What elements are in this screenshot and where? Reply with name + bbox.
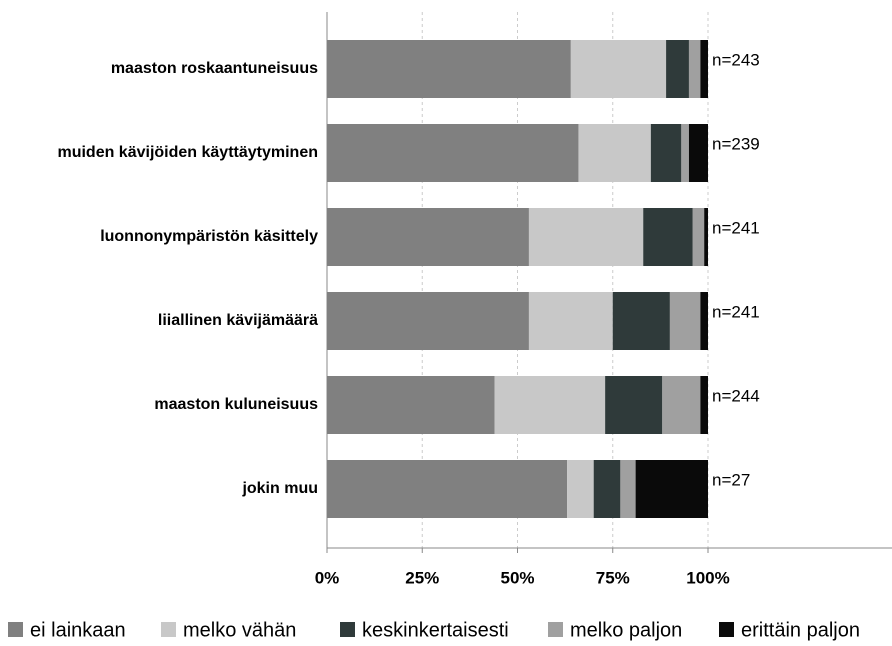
bar-segment	[327, 208, 529, 266]
legend-swatch	[548, 622, 563, 637]
bar-segment	[700, 376, 708, 434]
bar-segment	[704, 208, 708, 266]
n-label: n=244	[712, 386, 760, 405]
bar-segment	[700, 292, 708, 350]
category-label: luonnonympäristön käsittely	[100, 228, 318, 245]
bar-segment	[528, 292, 613, 350]
bar-segment	[605, 376, 663, 434]
legend-label: erittäin paljon	[741, 619, 860, 641]
legend-label: keskinkertaisesti	[362, 619, 509, 641]
legend-swatch	[161, 622, 176, 637]
legend-swatch	[8, 622, 23, 637]
bar-segment	[688, 40, 701, 98]
bar-segment	[681, 124, 689, 182]
category-label: maaston kuluneisuus	[154, 396, 318, 413]
bar-segment	[327, 460, 568, 518]
bar-segment	[494, 376, 606, 434]
n-label: n=241	[712, 302, 760, 321]
bar-segment	[650, 124, 682, 182]
n-label: n=239	[712, 134, 760, 153]
category-label: muiden kävijöiden käyttäytyminen	[57, 144, 318, 161]
category-label: maaston roskaantuneisuus	[111, 60, 318, 77]
bar-segment	[327, 124, 579, 182]
bar-segment	[692, 208, 705, 266]
x-tick-label: 100%	[686, 568, 729, 587]
bar-segment	[620, 460, 636, 518]
bar-segment	[700, 40, 708, 98]
bar-segment	[593, 460, 621, 518]
category-label: liiallinen kävijämäärä	[158, 312, 318, 329]
n-label: n=27	[712, 470, 750, 489]
bar-segment	[570, 40, 667, 98]
x-tick-label: 50%	[500, 568, 534, 587]
bar-segment	[327, 376, 495, 434]
bar-segment	[578, 124, 651, 182]
bar-segment	[327, 40, 571, 98]
n-label: n=241	[712, 218, 760, 237]
bar-segment	[666, 40, 689, 98]
bar-segment	[567, 460, 594, 518]
bar-segment	[669, 292, 701, 350]
legend-swatch	[719, 622, 734, 637]
x-tick-label: 75%	[596, 568, 630, 587]
bar-segment	[643, 208, 693, 266]
n-label: n=243	[712, 50, 760, 69]
x-tick-label: 25%	[405, 568, 439, 587]
legend-label: melko paljon	[570, 619, 682, 641]
bar-segment	[528, 208, 644, 266]
legend-swatch	[340, 622, 355, 637]
bar-segment	[635, 460, 708, 518]
bar-segment	[327, 292, 529, 350]
category-label: jokin muu	[241, 480, 318, 497]
legend-label: ei lainkaan	[30, 619, 126, 641]
x-tick-label: 0%	[315, 568, 340, 587]
bar-segment	[688, 124, 708, 182]
legend-label: melko vähän	[183, 619, 296, 641]
bar-segment	[662, 376, 701, 434]
bar-segment	[612, 292, 670, 350]
